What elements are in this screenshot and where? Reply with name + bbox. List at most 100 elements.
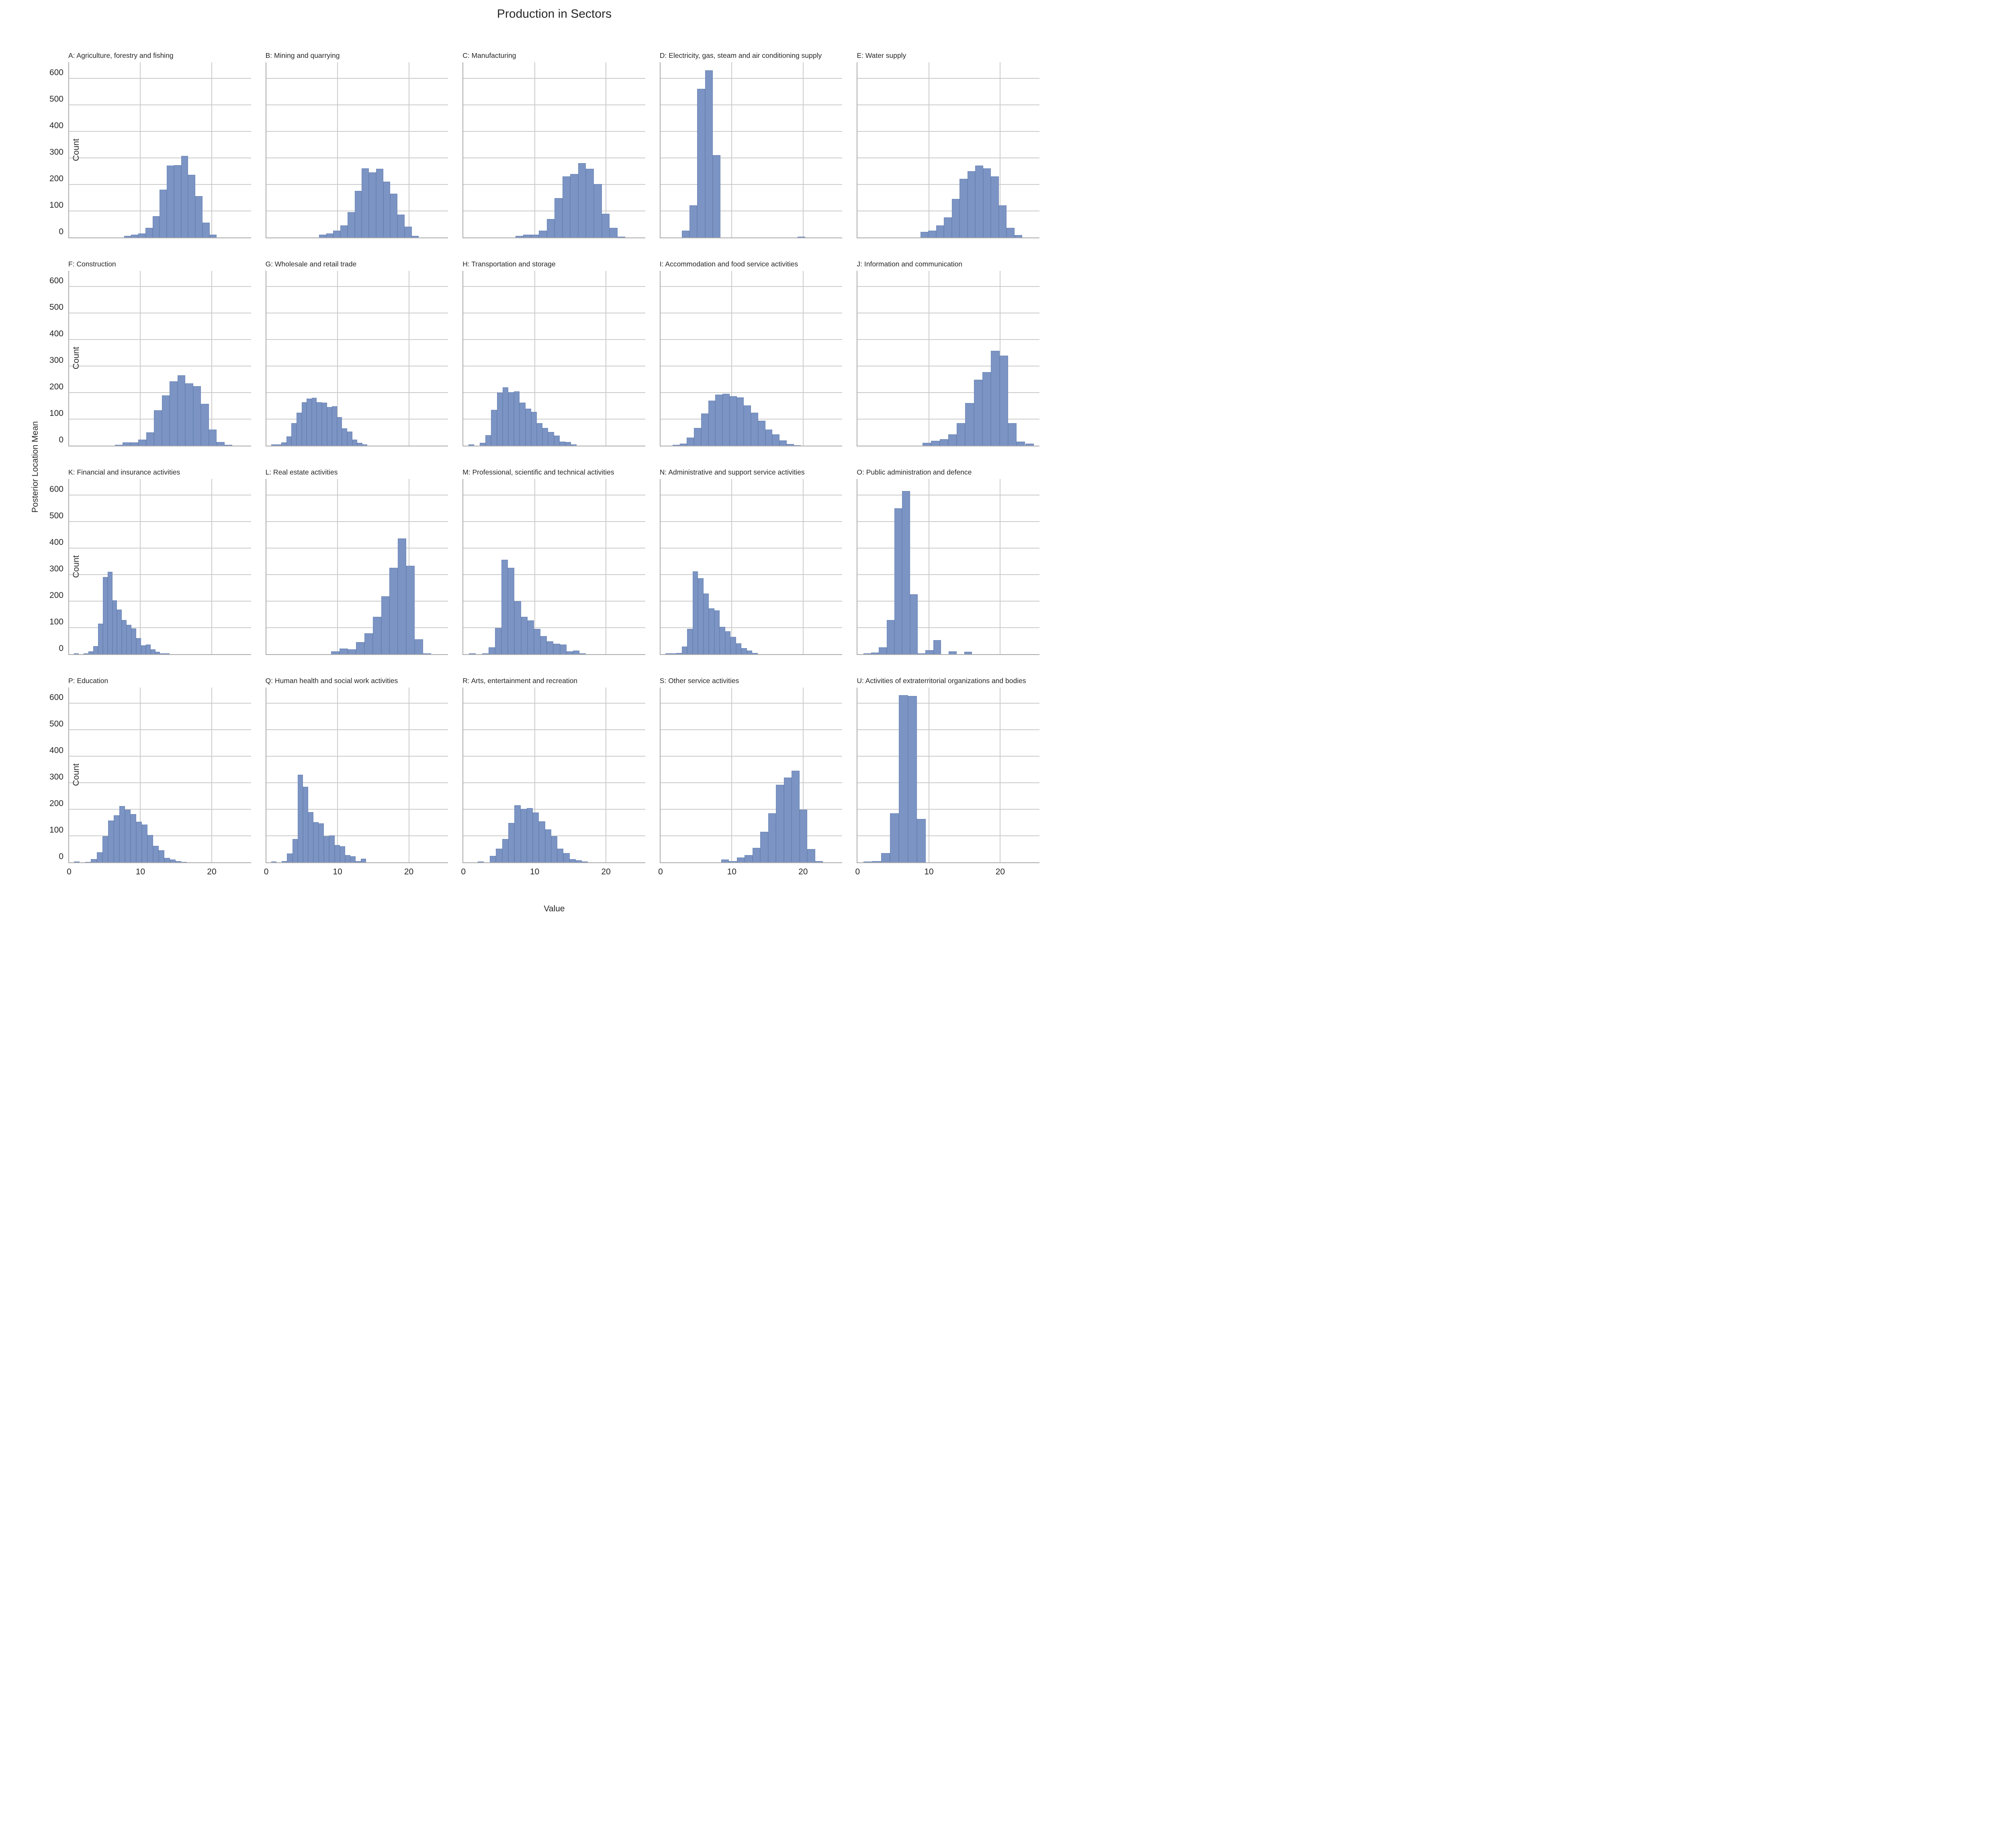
gridline-horizontal xyxy=(857,574,1039,575)
histogram-bar xyxy=(554,435,560,446)
histogram-bar xyxy=(153,846,159,862)
histogram-bar xyxy=(342,428,348,446)
histogram-bar xyxy=(807,849,815,862)
subplot-cell: L: Real estate activities xyxy=(265,468,448,655)
histogram-bar xyxy=(794,445,801,446)
subplot-cell: R: Arts, entertainment and recreation 0 10… xyxy=(461,677,645,876)
subplot-plot-area: 0 10 20 xyxy=(264,687,448,876)
histogram-bar xyxy=(999,355,1008,446)
histogram-bar xyxy=(721,860,729,862)
subplot-title: D: Electricity, gas, steam and air condi… xyxy=(659,51,822,59)
subplot-plot-area: 0 10 20 xyxy=(855,687,1039,876)
subplot-cell: A: Agriculture, forestry and fishing 0 100… xyxy=(49,51,251,238)
histogram-bar xyxy=(531,234,539,237)
subplot-cell: B: Mining and quarrying xyxy=(265,51,448,238)
histogram-bar xyxy=(361,859,366,862)
histogram-bar xyxy=(758,420,765,446)
gridline-horizontal xyxy=(857,184,1039,185)
subplot-cell: C: Manufacturing xyxy=(462,51,645,238)
histogram-bar xyxy=(751,413,758,446)
gridline-horizontal xyxy=(660,184,843,185)
histogram-bar xyxy=(578,163,586,237)
subplot-plot-area xyxy=(857,62,1039,238)
histogram-bar xyxy=(936,225,944,237)
histogram-bar xyxy=(313,822,319,862)
subplot-title: E: Water supply xyxy=(857,51,906,59)
histogram-bar xyxy=(560,645,567,654)
histogram-bar xyxy=(998,205,1007,237)
y-tick-label: 0 xyxy=(59,852,63,861)
histogram-bar xyxy=(768,813,776,862)
histogram-bar xyxy=(202,223,210,237)
histogram-bar xyxy=(687,628,693,654)
histogram-bar xyxy=(154,410,162,446)
histogram-bar xyxy=(174,165,181,237)
gridline-horizontal xyxy=(266,703,448,704)
histogram-bar xyxy=(548,432,554,446)
histogram-bar xyxy=(177,375,186,446)
histogram-bar xyxy=(332,406,337,446)
x-tick-label: 0 xyxy=(461,867,466,876)
gridline-vertical xyxy=(731,62,732,237)
histogram-bar xyxy=(130,442,139,446)
histogram-bar xyxy=(1014,235,1023,237)
gridline-horizontal xyxy=(857,392,1039,393)
subplot-cell: F: Construction 0 100 200 300 400 500 600 Count xyxy=(49,260,251,446)
y-tick-label: 500 xyxy=(49,94,63,104)
histogram-bar xyxy=(170,859,176,862)
histogram-bar xyxy=(491,409,497,446)
histogram-bar xyxy=(281,442,286,446)
histogram-bar xyxy=(138,233,145,237)
x-tick-label: 10 xyxy=(333,867,342,876)
histogram-bar xyxy=(974,380,982,446)
gridline-horizontal xyxy=(266,627,448,628)
histogram-bar xyxy=(324,836,329,862)
gridline-vertical xyxy=(211,687,212,862)
histogram-bar xyxy=(181,156,188,237)
histogram-bar xyxy=(209,234,217,237)
gridline-horizontal xyxy=(660,339,843,340)
subplot-title: S: Other service activities xyxy=(659,676,739,685)
histogram-bar xyxy=(348,649,356,654)
histogram-bar xyxy=(957,423,966,446)
gridline-vertical xyxy=(534,479,535,654)
subplot-title: J: Information and communication xyxy=(857,260,963,268)
histogram-bar xyxy=(347,212,355,237)
histogram-bar xyxy=(908,696,917,862)
subplot-title: I: Accommodation and food service activi… xyxy=(659,260,798,268)
histogram-bar xyxy=(779,440,787,446)
y-tick-label: 300 xyxy=(49,772,63,782)
histogram-bar xyxy=(397,215,405,237)
histogram-bar xyxy=(694,428,701,446)
histogram-bar xyxy=(188,175,196,237)
gridline-horizontal xyxy=(266,184,448,185)
histogram-bar xyxy=(527,620,534,654)
histogram-bar xyxy=(918,653,926,654)
histogram-bar xyxy=(74,653,79,654)
gridline-horizontal xyxy=(660,521,843,522)
histogram-bar xyxy=(575,860,582,862)
histogram-bar xyxy=(170,381,178,446)
histogram-bar xyxy=(533,812,539,862)
histogram-bar xyxy=(698,578,704,654)
histogram-bar xyxy=(703,593,709,654)
histogram-bar xyxy=(155,652,160,654)
histogram-bar xyxy=(147,835,153,862)
histogram-bar xyxy=(152,216,160,237)
gridline-vertical xyxy=(802,62,804,237)
histogram-bar xyxy=(886,620,894,654)
histogram-bar xyxy=(676,653,682,654)
histogram-bar xyxy=(317,402,322,446)
gridline-horizontal xyxy=(463,78,645,79)
histogram-bar xyxy=(744,405,751,446)
histogram-bar xyxy=(562,176,571,237)
gridline-horizontal xyxy=(660,703,843,704)
histogram-bar xyxy=(1025,443,1034,446)
gridline-vertical xyxy=(211,270,212,446)
histogram-bar xyxy=(863,653,871,654)
y-tick-label: 100 xyxy=(49,617,63,626)
histogram-bar xyxy=(175,861,181,862)
histogram-bar xyxy=(286,436,292,446)
y-tick-label: 600 xyxy=(49,68,63,77)
gridline-horizontal xyxy=(463,104,645,105)
